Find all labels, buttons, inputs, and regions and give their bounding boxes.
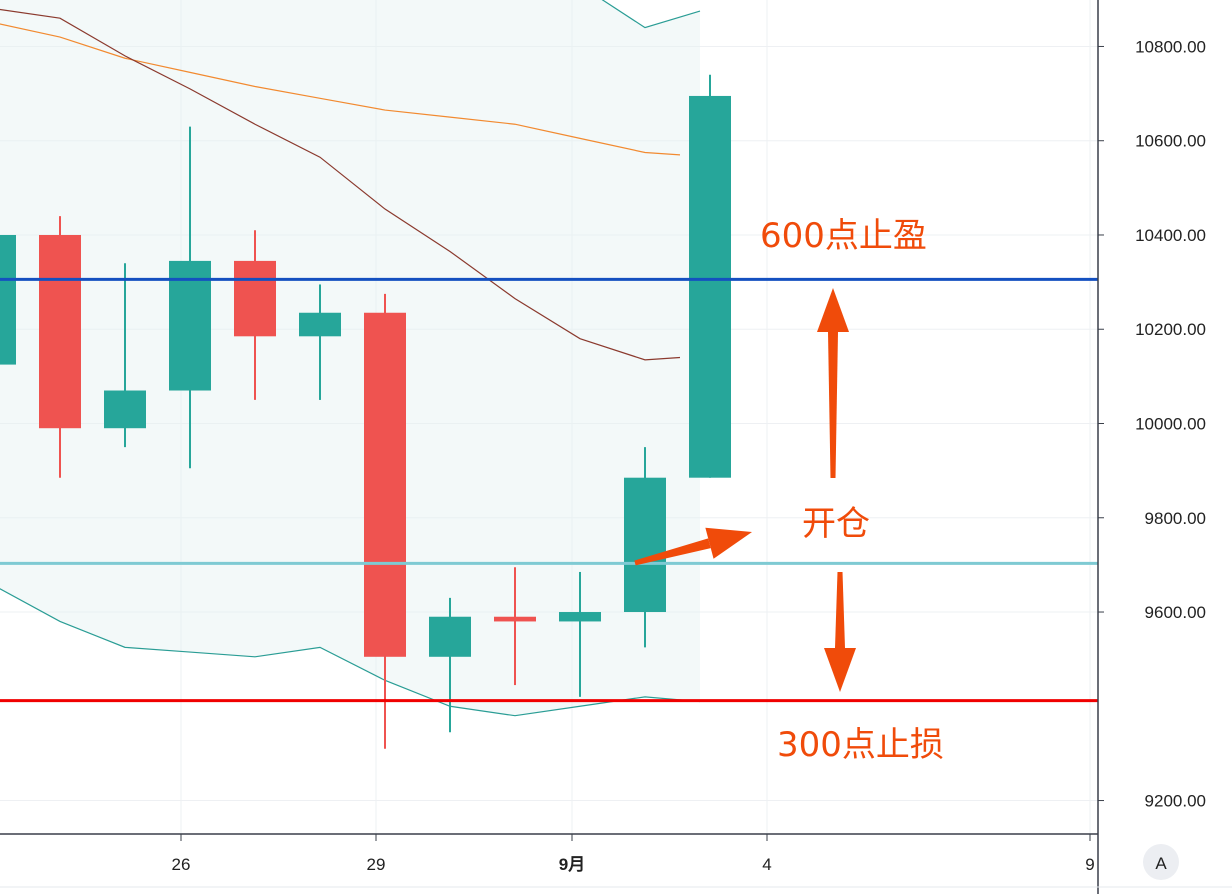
arrow-head (824, 648, 856, 692)
y-tick-label: 9800.00 (1145, 509, 1206, 528)
y-tick-label: 10800.00 (1135, 37, 1206, 56)
arrow-shaft (634, 538, 711, 566)
candle-up (104, 263, 146, 448)
y-tick-label: 10600.00 (1135, 132, 1206, 151)
candles (0, 74, 731, 749)
y-tick-label: 10200.00 (1135, 320, 1206, 339)
candle-body (169, 260, 211, 391)
ma-long-line (0, 23, 681, 156)
candle-body (234, 260, 276, 337)
arrow-head (817, 288, 849, 332)
arrow-down-stop-loss (824, 572, 856, 692)
candle-up (0, 234, 16, 365)
candle-down (234, 230, 276, 400)
candle-up (169, 126, 211, 469)
arrow-shaft (828, 332, 838, 478)
ma-short-line (0, 8, 681, 361)
candle-up (624, 447, 666, 648)
take-profit-label: 600点止盈 (760, 216, 927, 256)
candle-body (624, 477, 666, 613)
auto-scale-button-label: A (1155, 854, 1167, 873)
arrow-up-take-profit (817, 288, 849, 478)
y-tick-label: 9200.00 (1145, 792, 1206, 811)
candle-body (104, 390, 146, 429)
candle-body (559, 612, 601, 622)
x-tick-label: 26 (172, 855, 191, 874)
y-axis-bg (1098, 0, 1232, 894)
x-tick-label: 29 (367, 855, 386, 874)
candle-down (494, 567, 536, 686)
candle-body (364, 312, 406, 657)
candle-up (689, 74, 731, 478)
y-tick-label: 10400.00 (1135, 226, 1206, 245)
band-upper-line (601, 0, 701, 29)
auto-scale-button[interactable]: A (1143, 844, 1179, 880)
band-lower-line (0, 588, 701, 717)
candle-down (39, 216, 81, 478)
grid (0, 0, 1098, 834)
x-tick-label: 9月 (559, 855, 585, 874)
auto-scale-button-bg (1143, 844, 1179, 880)
y-tick-label: 9600.00 (1145, 603, 1206, 622)
candle-up (559, 571, 601, 697)
moving-averages (0, 8, 681, 361)
candle-body (299, 312, 341, 337)
candle-body (39, 234, 81, 429)
candle-body (0, 234, 16, 365)
arrow-shaft (835, 572, 845, 648)
x-tick-label: 4 (762, 855, 771, 874)
x-tick-label: 9 (1085, 855, 1094, 874)
y-tick-label: 10000.00 (1135, 415, 1206, 434)
candle-body (689, 95, 731, 478)
open-position-label: 开仓 (802, 504, 870, 544)
candle-down (364, 293, 406, 749)
candle-body (494, 616, 536, 622)
bollinger-band (0, 0, 701, 717)
candle-up (299, 284, 341, 400)
candle-up (429, 597, 471, 733)
band-fill (0, 0, 700, 716)
arrow-head (705, 527, 752, 559)
stop-loss-label: 300点止损 (777, 725, 944, 765)
arrow-open-position (634, 527, 752, 566)
candle-body (429, 616, 471, 657)
